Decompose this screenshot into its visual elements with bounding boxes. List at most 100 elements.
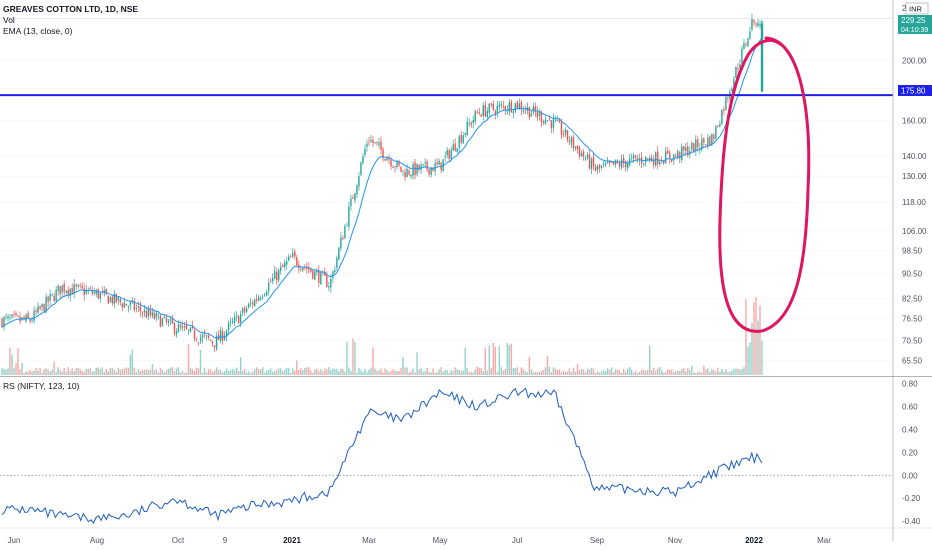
candle-body xyxy=(606,161,609,163)
rs-tick: 0.60 xyxy=(902,403,918,412)
candle-body xyxy=(673,154,675,161)
rs-axis-ticks[interactable]: 0.80 0.60 0.40 0.20 0.00 -0.20 -0.40 xyxy=(902,380,921,526)
candle-body xyxy=(699,148,701,149)
volume-bar xyxy=(440,367,442,375)
volume-bar xyxy=(695,372,697,375)
candle-body xyxy=(474,111,476,122)
ema-legend[interactable]: EMA (13, close, 0) xyxy=(3,26,73,36)
candle-body xyxy=(458,136,460,148)
volume-bar xyxy=(151,364,154,375)
time-axis-ticks[interactable]: Jun Aug Oct 9 2021 Mar May Jul Sep Nov 2022 Mar xyxy=(8,536,832,545)
volume-bar xyxy=(133,367,136,375)
volume-bar xyxy=(582,369,585,375)
volume-bar xyxy=(384,368,386,375)
volume-bar xyxy=(376,370,378,375)
volume-bar xyxy=(705,369,707,375)
volume-bar xyxy=(324,368,326,375)
candle-body xyxy=(115,293,118,303)
volume-bar xyxy=(292,368,294,375)
candle-body xyxy=(358,176,360,187)
candle-body xyxy=(695,139,697,151)
last-price-badge: 229.25 04:10:39 xyxy=(898,15,932,34)
volume-bar xyxy=(27,371,29,375)
symbol-title[interactable]: GREAVES COTTON LTD, 1D, NSE xyxy=(3,4,139,14)
rs-legend[interactable]: RS (NIFTY, 123, 10) xyxy=(3,381,79,392)
candle-body xyxy=(376,141,378,144)
volume-bar xyxy=(657,368,659,375)
candle-body xyxy=(632,155,635,159)
volume-bar xyxy=(348,367,350,375)
candle-body xyxy=(624,161,627,168)
candle-body xyxy=(334,269,336,273)
volume-bar xyxy=(691,365,693,375)
volume-bar xyxy=(191,369,194,375)
volume-bar xyxy=(454,367,456,375)
volume-bar xyxy=(414,372,416,375)
candle-body xyxy=(476,112,478,114)
candle-body xyxy=(434,163,436,172)
volume-bar xyxy=(284,369,286,375)
candle-body xyxy=(221,331,224,341)
volume-bar xyxy=(41,372,43,375)
currency-label: INR xyxy=(909,5,923,14)
candle-body xyxy=(282,264,284,268)
volume-bar xyxy=(79,369,81,375)
candle-body xyxy=(572,136,575,148)
vol-legend[interactable]: Vol xyxy=(3,15,15,25)
volume-bar xyxy=(326,369,328,375)
candle-body xyxy=(183,326,186,328)
price-tick: 140.00 xyxy=(902,152,927,161)
volume-bar xyxy=(394,370,396,375)
annotation-ellipse[interactable] xyxy=(718,36,811,333)
volume-bar xyxy=(89,368,91,375)
candle-body xyxy=(7,316,9,318)
candle-body xyxy=(211,341,214,344)
volume-bar xyxy=(249,372,252,375)
volume-bar xyxy=(125,367,128,375)
candle-body xyxy=(522,110,525,112)
level-value: 175.80 xyxy=(901,87,926,96)
price-axis-ticks[interactable]: 200.00180.00160.00140.00130.00118.00106.… xyxy=(902,56,927,365)
volume-bar xyxy=(578,370,581,375)
candle-body xyxy=(171,318,174,324)
candle-body xyxy=(61,285,63,293)
volume-bar xyxy=(596,371,599,375)
candle-body xyxy=(636,158,639,160)
volume-bar xyxy=(532,372,535,375)
candle-body xyxy=(280,266,282,272)
candle-body xyxy=(548,119,551,121)
volume-bar xyxy=(470,372,472,375)
volume-bar xyxy=(211,372,214,375)
price-tick: 200.00 xyxy=(902,56,927,65)
currency-badge[interactable]: INR xyxy=(905,2,929,15)
candle-body xyxy=(646,158,649,160)
candle-body xyxy=(687,146,689,156)
volume-bar xyxy=(155,369,158,375)
candle-body xyxy=(127,306,130,308)
volume-bar xyxy=(63,368,65,375)
volume-bar xyxy=(604,371,607,375)
candle-body xyxy=(316,271,318,273)
volume-bar xyxy=(336,368,338,375)
volume-bar xyxy=(137,369,140,375)
candle-body xyxy=(189,327,192,332)
candle-body xyxy=(536,111,539,118)
candle-body xyxy=(33,310,35,321)
volume-bar xyxy=(9,347,11,375)
volume-bar xyxy=(17,348,19,375)
volume-bar xyxy=(707,368,709,375)
candle-body xyxy=(450,149,452,159)
time-tick: Sep xyxy=(590,536,605,545)
volume-bar xyxy=(344,371,346,375)
volume-bar xyxy=(233,370,236,375)
rs-tick: -0.40 xyxy=(902,517,921,526)
volume-bar xyxy=(628,367,631,375)
volume-bar xyxy=(759,305,761,375)
candle-body xyxy=(11,314,13,317)
candle-body xyxy=(528,107,531,118)
candle-body xyxy=(661,160,663,162)
volume-bar xyxy=(65,371,67,375)
candlestick-series xyxy=(1,13,764,352)
volume-bar xyxy=(73,371,75,375)
